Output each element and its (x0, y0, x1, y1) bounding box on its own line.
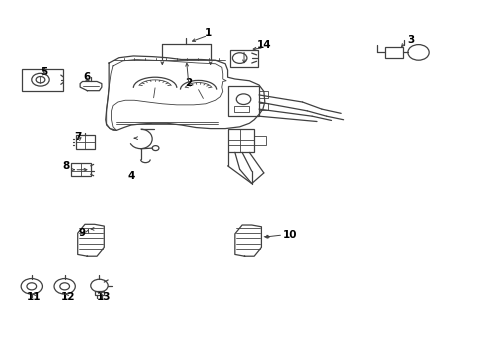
Text: 9: 9 (79, 228, 86, 238)
Bar (254, 136, 265, 145)
Bar (229, 50, 258, 67)
Bar (384, 47, 402, 58)
Text: 4: 4 (127, 171, 134, 181)
Text: 8: 8 (62, 161, 69, 171)
Text: 6: 6 (83, 72, 91, 82)
Text: 3: 3 (407, 35, 414, 45)
Bar (233, 105, 249, 112)
Text: 13: 13 (97, 292, 111, 302)
Bar (227, 129, 254, 152)
Text: 10: 10 (283, 230, 297, 240)
Bar (22, 69, 63, 91)
Text: 7: 7 (74, 132, 81, 143)
Text: 14: 14 (256, 40, 270, 50)
Bar (259, 91, 267, 99)
Text: 5: 5 (40, 67, 47, 77)
Bar (95, 291, 104, 295)
Bar (227, 86, 259, 116)
Text: 1: 1 (204, 28, 211, 38)
Bar (76, 135, 95, 149)
Bar (259, 103, 267, 110)
Text: 12: 12 (61, 292, 75, 302)
Text: 11: 11 (27, 292, 41, 302)
Bar (71, 163, 91, 176)
Text: 2: 2 (185, 77, 192, 87)
